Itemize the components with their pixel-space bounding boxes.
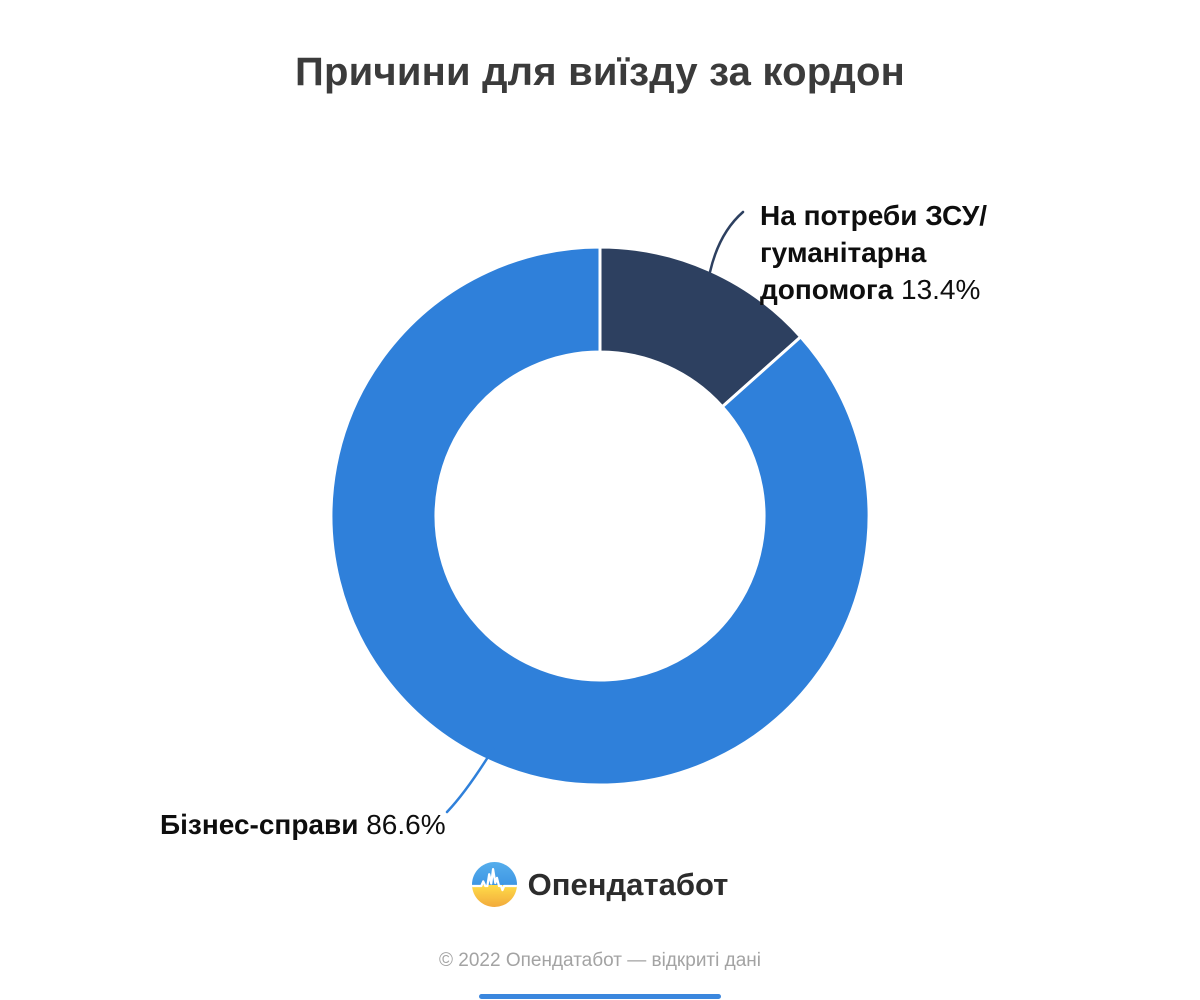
opendatabot-logo-icon [471,862,517,907]
segment-label-zsu: На потреби ЗСУ/гуманітарна допомога 13.4… [760,197,1018,308]
opendatabot-logo: Опендатабот [0,862,1200,907]
opendatabot-logo-text: Опендатабот [527,866,729,902]
segment-label-business: Бізнес-справи 86.6% [160,806,446,843]
logo-pulse-line [471,868,517,892]
segment-label-business-name: Бізнес-справи [160,809,359,840]
callout-line-zsu [708,210,745,274]
bottom-accent-bar [479,994,721,999]
chart-title: Причини для виїзду за кордон [295,50,905,94]
segment-label-business-value: 86.6% [366,809,446,840]
segment-label-zsu-name: На потреби ЗСУ/гуманітарна допомога [760,200,988,305]
donut-segments [329,245,871,787]
callout-line-business [445,747,495,814]
segment-label-zsu-value: 13.4% [901,274,981,305]
donut-segment-1 [329,245,871,787]
copyright-text: © 2022 Опендатабот — відкриті дані [439,950,761,971]
